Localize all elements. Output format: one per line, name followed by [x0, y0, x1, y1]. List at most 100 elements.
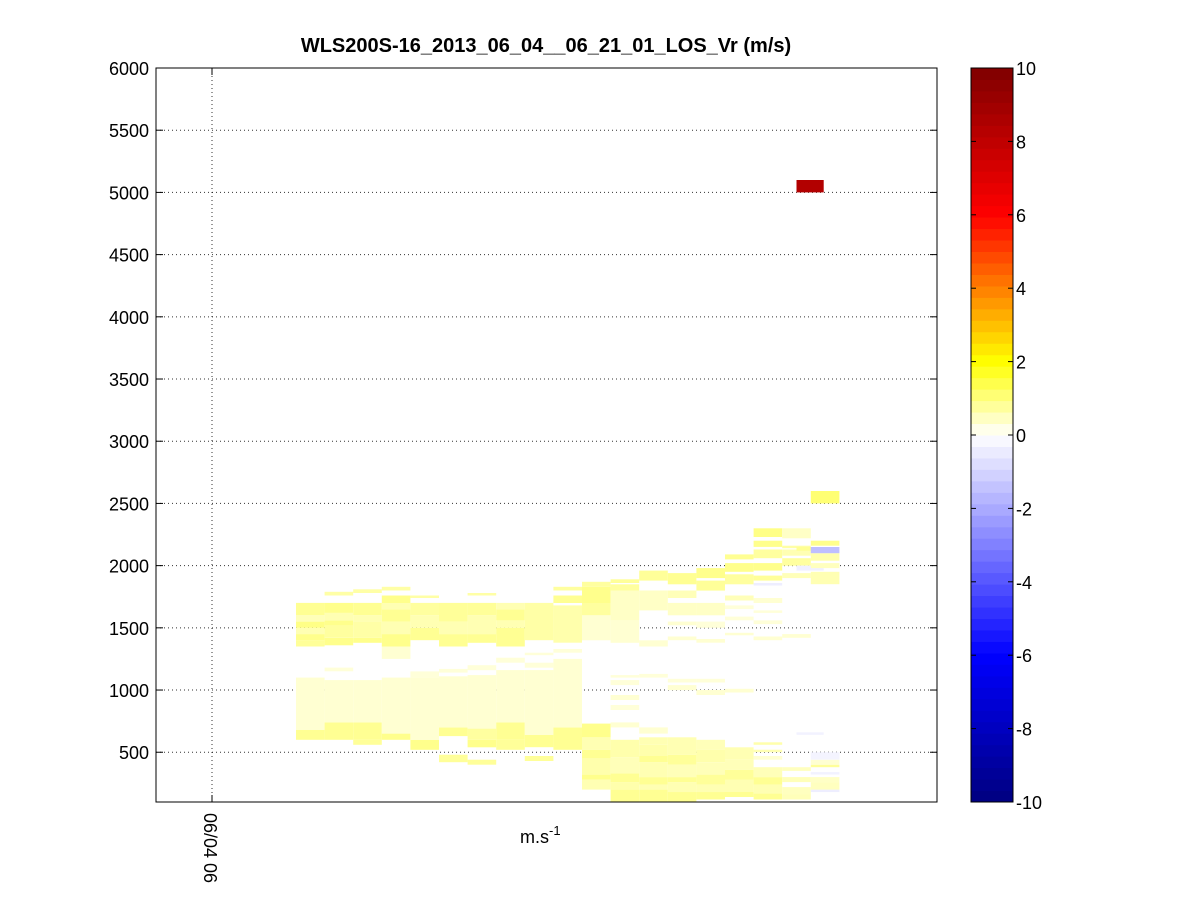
colorbar-swatch — [971, 526, 1013, 539]
colorbar-swatch — [971, 641, 1013, 654]
heatmap-cell — [553, 727, 582, 750]
heatmap-cell — [639, 756, 668, 763]
colorbar-swatch — [971, 297, 1013, 310]
heatmap-cell — [582, 602, 611, 616]
heatmap-cell — [553, 595, 582, 603]
colorbar-swatch — [971, 136, 1013, 149]
heatmap-cell — [324, 612, 354, 621]
heatmap-cell — [582, 581, 611, 587]
y-tick-label: 6000 — [109, 59, 149, 79]
colorbar-swatch — [971, 412, 1013, 425]
heatmap-cell — [753, 742, 783, 745]
heatmap-cell — [753, 610, 783, 613]
colorbar-tick-label: -8 — [1016, 720, 1032, 740]
heatmap-cell — [753, 583, 783, 586]
heatmap-cell — [410, 671, 439, 678]
heatmap-cell — [381, 602, 411, 610]
heatmap-cell — [410, 602, 439, 616]
colorbar-swatch — [971, 148, 1013, 161]
colorbar-tick-label: 6 — [1016, 206, 1026, 226]
colorbar-swatch — [971, 756, 1013, 769]
heatmap-cell — [810, 563, 840, 569]
heatmap-cell — [782, 634, 811, 638]
heatmap-cell — [696, 639, 725, 643]
colorbar-swatch — [971, 194, 1013, 207]
colorbar-swatch — [971, 68, 1013, 80]
heatmap-cell — [667, 685, 697, 691]
colorbar-swatch — [971, 320, 1013, 333]
heatmap-cell — [639, 744, 668, 756]
colorbar-swatch — [971, 125, 1013, 138]
heatmap-cell — [496, 722, 525, 740]
heatmap-cell — [610, 773, 640, 783]
heatmap-cell — [696, 621, 725, 628]
heatmap-cell — [696, 762, 725, 775]
heatmap-cell — [610, 590, 640, 621]
colorbar-swatch — [971, 710, 1013, 723]
y-tick-label: 3000 — [109, 432, 149, 452]
heatmap-cell — [639, 640, 668, 647]
heatmap-cell — [610, 739, 640, 758]
heatmap-cell — [796, 547, 824, 551]
heatmap-cells — [296, 180, 840, 802]
heatmap-cell — [610, 695, 640, 700]
heatmap-cell — [381, 634, 411, 647]
heatmap-cell — [353, 615, 382, 622]
heatmap-cell — [667, 636, 697, 641]
colorbar-swatch — [971, 538, 1013, 551]
colorbar-swatch — [971, 343, 1013, 356]
heatmap-cell — [796, 732, 824, 735]
heatmap-cell — [496, 602, 525, 610]
heatmap-cell — [439, 754, 468, 763]
colorbar-tick-label: -10 — [1016, 793, 1042, 813]
colorbar-swatch — [971, 366, 1013, 379]
heatmap-cell — [667, 764, 697, 778]
colorbar-swatch — [971, 171, 1013, 184]
chart-title: WLS200S-16_2013_06_04__06_21_01_LOS_Vr (… — [301, 35, 791, 57]
colorbar-tick-label: 2 — [1016, 353, 1026, 373]
heatmap-cell — [639, 789, 668, 802]
colorbar-swatch — [971, 251, 1013, 264]
heatmap-cell — [725, 616, 754, 621]
heatmap-cell — [582, 615, 611, 641]
heatmap-cell — [753, 620, 783, 625]
heatmap-cell — [667, 792, 697, 802]
colorbar-swatch — [971, 354, 1013, 367]
colorbar-swatch — [971, 159, 1013, 172]
y-tick-label: 2500 — [109, 494, 149, 514]
heatmap-cell — [725, 792, 754, 797]
colorbar-swatch — [971, 767, 1013, 780]
heatmap-cell — [324, 667, 354, 672]
heatmap-cell — [667, 590, 697, 598]
colorbar-swatch — [971, 90, 1013, 103]
y-axis: 500 1000 1500 2000 2500 3000 3500 4000 4500 5000 5… — [109, 59, 937, 763]
heatmap-cell — [782, 549, 811, 556]
heatmap-cell — [496, 620, 525, 628]
heatmap-cell — [439, 668, 468, 673]
heatmap-cell — [610, 675, 640, 678]
heatmap-cell — [753, 636, 783, 641]
heatmap-cell — [553, 658, 582, 728]
heatmap-cell — [782, 545, 811, 549]
heatmap-cell — [296, 634, 325, 641]
heatmap-cell — [753, 784, 783, 794]
heatmap-cell — [810, 772, 840, 775]
heatmap-cell — [810, 789, 840, 793]
heatmap-cell — [296, 621, 325, 628]
heatmap-cell — [610, 579, 640, 583]
heatmap-cell — [381, 586, 411, 591]
colorbar-swatch — [971, 779, 1013, 792]
heatmap-cell — [667, 621, 697, 626]
heatmap-cell — [381, 733, 411, 740]
heatmap-cell — [639, 673, 668, 678]
colorbar-swatch — [971, 389, 1013, 402]
heatmap-cell — [796, 565, 824, 571]
colorbar-swatch — [971, 446, 1013, 459]
heatmap-cell — [725, 759, 754, 770]
heatmap-cell — [696, 739, 725, 750]
heatmap-cell — [296, 677, 325, 730]
heatmap-cell — [696, 792, 725, 800]
heatmap-cell — [296, 729, 325, 740]
heatmap-cell — [810, 540, 840, 546]
heatmap-cell — [524, 602, 554, 641]
